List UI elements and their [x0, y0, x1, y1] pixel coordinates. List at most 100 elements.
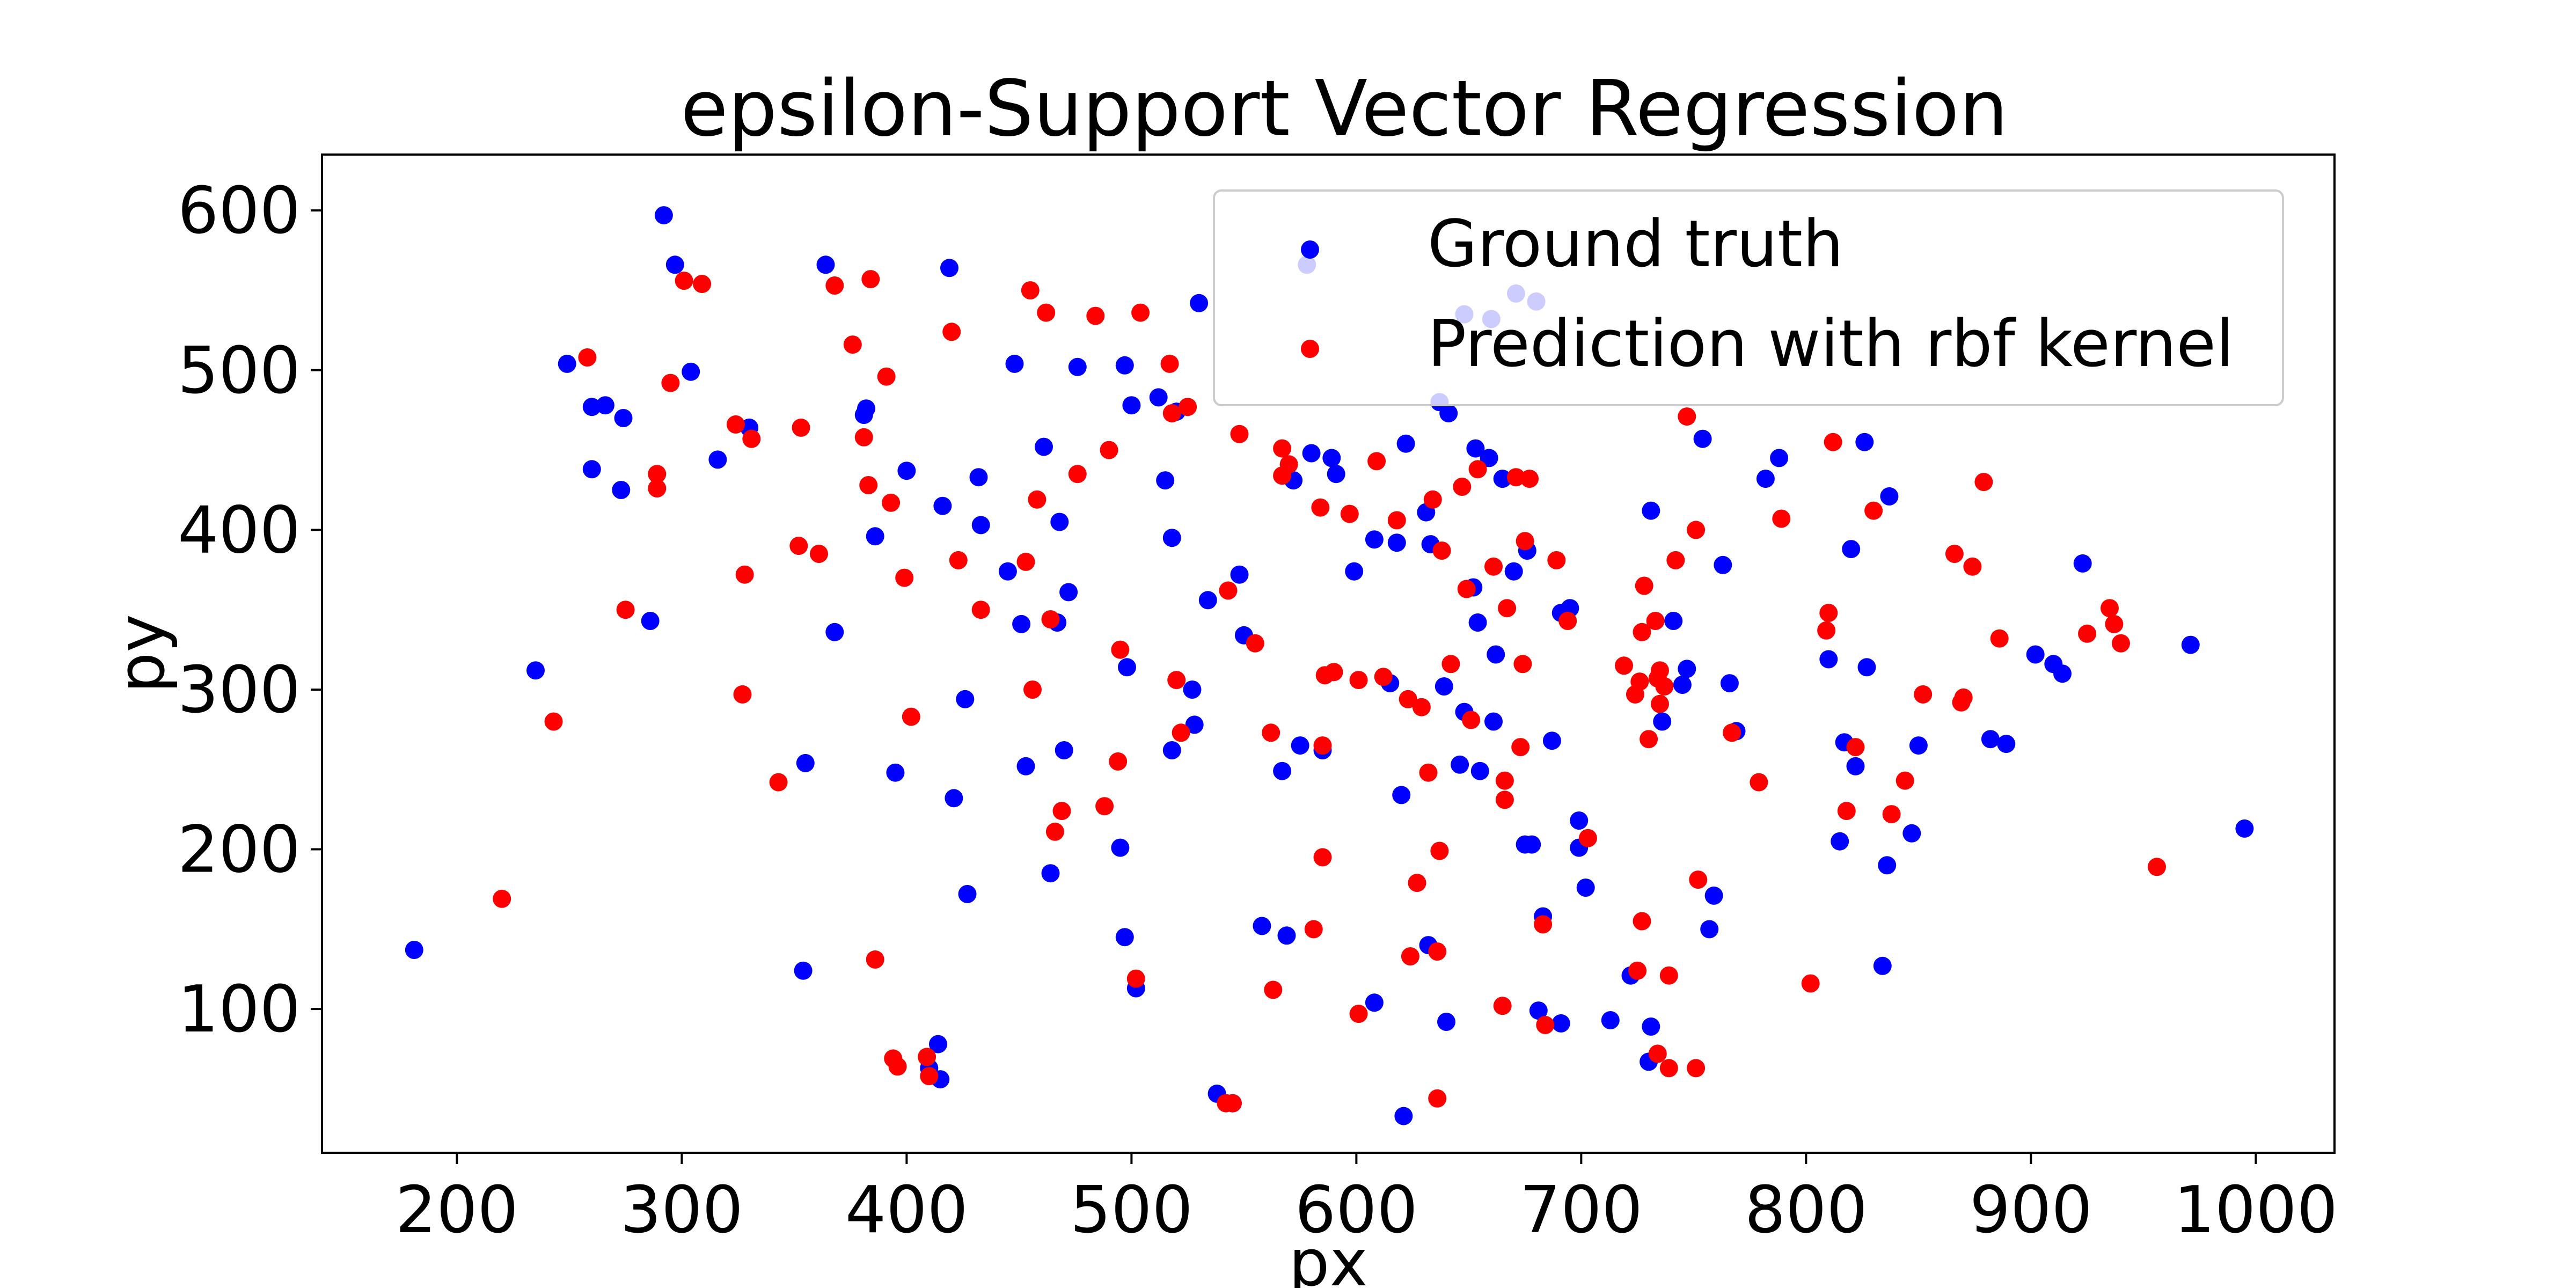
- prediction-point-78: [1401, 947, 1419, 965]
- prediction-point-29: [918, 1048, 936, 1066]
- ground-truth-point-94: [1470, 762, 1489, 780]
- ground-truth-point-8: [641, 612, 660, 630]
- ground-truth-point-131: [1770, 449, 1789, 467]
- ground-truth-point-61: [1230, 565, 1249, 584]
- legend-label-prediction: Prediction with rbf kernel: [1428, 307, 2234, 382]
- prediction-point-81: [1419, 763, 1438, 782]
- ground-truth-point-108: [1542, 731, 1561, 750]
- ground-truth-point-19: [857, 399, 875, 418]
- prediction-point-71: [1340, 504, 1359, 523]
- prediction-point-9: [726, 415, 745, 434]
- prediction-point-118: [1651, 694, 1669, 713]
- prediction-point-145: [1974, 473, 1993, 492]
- prediction-point-144: [1963, 557, 1982, 576]
- ground-truth-point-125: [1700, 920, 1719, 939]
- prediction-point-27: [895, 568, 914, 587]
- ground-truth-point-75: [1365, 530, 1384, 549]
- prediction-point-51: [1162, 404, 1181, 423]
- ground-truth-point-124: [1693, 429, 1712, 448]
- prediction-point-133: [1819, 604, 1838, 623]
- prediction-point-129: [1750, 773, 1768, 792]
- ground-truth-point-47: [1118, 658, 1136, 677]
- ground-truth-point-24: [929, 1035, 947, 1053]
- ground-truth-point-78: [1392, 786, 1411, 804]
- ground-truth-point-32: [971, 516, 990, 535]
- ground-truth-point-37: [1035, 437, 1053, 456]
- prediction-point-48: [1126, 969, 1145, 988]
- ground-truth-point-79: [1394, 1107, 1413, 1125]
- ground-truth-point-128: [1720, 674, 1739, 693]
- prediction-point-36: [1023, 680, 1042, 699]
- prediction-point-151: [2148, 858, 2166, 876]
- ground-truth-point-67: [1291, 736, 1309, 755]
- prediction-point-140: [1914, 685, 1933, 704]
- prediction-point-53: [1172, 723, 1190, 742]
- x-tick-label-1000: 1000: [2174, 1173, 2338, 1248]
- ground-truth-point-120: [1653, 712, 1672, 731]
- ground-truth-point-52: [1162, 741, 1181, 759]
- prediction-point-105: [1558, 612, 1577, 630]
- prediction-point-66: [1311, 498, 1330, 517]
- prediction-point-57: [1223, 1094, 1242, 1113]
- x-tick-label-900: 900: [1970, 1173, 2092, 1248]
- ground-truth-point-63: [1253, 917, 1271, 935]
- prediction-point-126: [1687, 521, 1706, 539]
- y-axis-title: py: [105, 614, 179, 693]
- prediction-point-94: [1495, 771, 1514, 790]
- prediction-point-32: [949, 551, 968, 569]
- ground-truth-point-80: [1396, 434, 1415, 453]
- prediction-point-37: [1028, 490, 1046, 509]
- ground-truth-point-41: [1055, 741, 1073, 759]
- ground-truth-point-3: [582, 460, 601, 479]
- ground-truth-point-64: [1273, 762, 1292, 780]
- legend-box: [1213, 189, 2284, 406]
- ground-truth-point-98: [1487, 645, 1505, 664]
- prediction-point-131: [1801, 974, 1820, 993]
- prediction-point-76: [1387, 511, 1406, 530]
- prediction-point-111: [1633, 623, 1651, 641]
- prediction-point-0: [493, 889, 511, 908]
- prediction-point-109: [1628, 961, 1647, 980]
- points-layer: [405, 206, 2254, 1125]
- prediction-point-22: [866, 950, 884, 969]
- prediction-point-103: [1536, 1015, 1555, 1034]
- prediction-point-113: [1635, 576, 1653, 595]
- prediction-point-101: [1520, 470, 1539, 488]
- prediction-point-64: [1279, 455, 1298, 474]
- prediction-point-1: [544, 712, 563, 731]
- legend: Ground truth Prediction with rbf kernel: [1213, 189, 2284, 406]
- ground-truth-point-43: [1068, 357, 1087, 376]
- ground-truth-point-21: [886, 763, 905, 782]
- ground-truth-point-72: [1327, 465, 1345, 484]
- prediction-point-79: [1408, 874, 1426, 892]
- prediction-point-16: [810, 545, 828, 563]
- ground-truth-point-44: [1111, 838, 1130, 857]
- ground-truth-point-139: [1873, 956, 1892, 975]
- ground-truth-point-65: [1277, 926, 1296, 945]
- x-tick-label-200: 200: [396, 1173, 518, 1248]
- ground-truth-point-29: [956, 690, 975, 708]
- ground-truth-point-104: [1523, 835, 1541, 854]
- x-tick-label-500: 500: [1070, 1173, 1193, 1248]
- prediction-point-46: [1109, 752, 1128, 771]
- prediction-point-90: [1462, 711, 1481, 729]
- prediction-point-5: [648, 479, 667, 497]
- prediction-point-50: [1160, 354, 1179, 373]
- prediction-point-132: [1817, 621, 1836, 640]
- ground-truth-point-4: [582, 398, 601, 416]
- y-tick-label-200: 200: [178, 813, 301, 888]
- prediction-point-93: [1493, 997, 1512, 1015]
- ground-truth-point-51: [1156, 471, 1175, 490]
- prediction-point-72: [1349, 1005, 1368, 1023]
- prediction-point-47: [1111, 640, 1130, 659]
- ground-truth-point-151: [2235, 819, 2254, 838]
- prediction-point-92: [1484, 557, 1503, 576]
- ground-truth-point-45: [1115, 356, 1134, 375]
- prediction-point-116: [1648, 1044, 1667, 1063]
- prediction-point-45: [1100, 441, 1118, 459]
- ground-truth-point-99: [1493, 470, 1512, 488]
- ground-truth-point-97: [1484, 712, 1503, 731]
- prediction-point-104: [1547, 551, 1566, 569]
- prediction-point-62: [1273, 439, 1292, 458]
